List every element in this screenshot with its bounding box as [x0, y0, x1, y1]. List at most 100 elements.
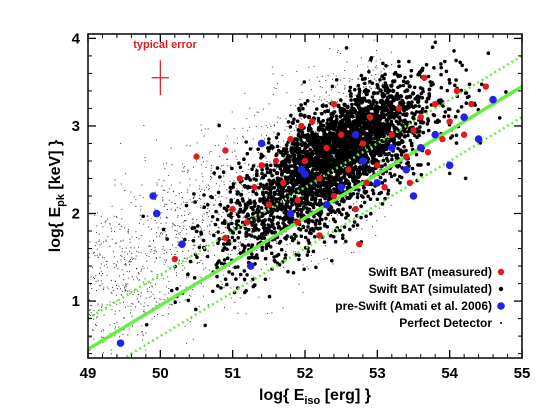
perfect-detector-point — [269, 161, 271, 163]
perfect-detector-point — [229, 265, 230, 267]
perfect-detector-point — [286, 92, 288, 94]
perfect-detector-point — [204, 189, 205, 191]
perfect-detector-point — [176, 250, 178, 252]
perfect-detector-point — [183, 225, 185, 227]
perfect-detector-point — [174, 203, 176, 205]
perfect-detector-point — [119, 288, 121, 290]
perfect-detector-point — [287, 175, 289, 177]
perfect-detector-point — [165, 222, 167, 224]
swift-simulated-point — [205, 254, 210, 259]
perfect-detector-point — [192, 222, 194, 224]
perfect-detector-point — [211, 177, 213, 179]
swift-simulated-point — [215, 274, 219, 279]
swift-measured-point — [243, 219, 251, 226]
perfect-detector-point — [343, 92, 345, 94]
perfect-detector-point — [383, 67, 385, 69]
perfect-detector-point — [128, 328, 130, 330]
perfect-detector-point — [311, 254, 312, 256]
swift-simulated-point — [309, 202, 313, 206]
perfect-detector-point — [187, 189, 189, 191]
perfect-detector-point — [125, 306, 126, 308]
swift-simulated-point — [326, 212, 330, 217]
swift-simulated-point — [256, 204, 261, 209]
swift-simulated-point — [306, 126, 312, 131]
swift-simulated-point — [212, 233, 216, 238]
perfect-detector-point — [290, 104, 292, 106]
perfect-detector-point — [354, 94, 356, 96]
perfect-detector-point — [131, 236, 133, 238]
swift-simulated-point — [271, 208, 276, 213]
perfect-detector-point — [175, 236, 177, 238]
perfect-detector-point — [162, 248, 164, 250]
swift-simulated-point — [464, 101, 469, 105]
swift-simulated-point — [383, 178, 387, 183]
swift-simulated-point — [393, 70, 398, 75]
perfect-detector-point — [383, 156, 385, 158]
perfect-detector-point — [127, 305, 129, 307]
swift-simulated-point — [361, 147, 366, 152]
swift-simulated-point — [347, 109, 353, 115]
swift-simulated-point — [270, 173, 274, 178]
swift-simulated-point — [342, 225, 347, 229]
swift-simulated-point — [264, 163, 269, 167]
perfect-detector-point — [119, 275, 121, 277]
perfect-detector-point — [109, 324, 111, 326]
perfect-detector-point — [102, 226, 104, 228]
swift-simulated-point — [303, 196, 308, 201]
perfect-detector-point — [154, 261, 156, 263]
perfect-detector-point — [235, 155, 237, 157]
swift-simulated-point — [336, 208, 341, 212]
perfect-detector-point — [182, 269, 184, 271]
perfect-detector-point — [194, 196, 196, 198]
swift-simulated-point — [297, 253, 301, 257]
perfect-detector-point — [155, 258, 157, 259]
perfect-detector-point — [167, 297, 169, 299]
perfect-detector-point — [181, 170, 183, 172]
swift-simulated-point — [377, 129, 383, 134]
perfect-detector-point — [362, 96, 363, 98]
perfect-detector-point — [218, 227, 220, 229]
perfect-detector-point — [325, 92, 327, 94]
perfect-detector-point — [242, 187, 244, 189]
swift-measured-point — [439, 135, 446, 143]
perfect-detector-point — [99, 244, 101, 246]
perfect-detector-point — [274, 174, 276, 176]
perfect-detector-point — [362, 106, 364, 108]
swift-simulated-point — [370, 95, 375, 99]
swift-simulated-point — [362, 151, 368, 156]
perfect-detector-point — [363, 86, 365, 88]
swift-simulated-point — [325, 225, 330, 229]
perfect-detector-point — [142, 339, 143, 341]
perfect-detector-point — [240, 184, 242, 185]
perfect-detector-point — [125, 263, 126, 265]
swift-simulated-point — [382, 76, 386, 81]
perfect-detector-point — [128, 261, 130, 263]
swift-simulated-point — [347, 144, 352, 150]
swift-simulated-point — [375, 197, 380, 202]
perfect-detector-point — [89, 241, 91, 243]
swift-measured-point — [366, 113, 374, 121]
perfect-detector-point — [187, 201, 189, 203]
swift-simulated-point — [426, 162, 431, 166]
perfect-detector-point — [179, 301, 181, 303]
swift-simulated-point — [216, 190, 221, 195]
swift-simulated-point — [330, 84, 335, 89]
swift-simulated-point — [391, 79, 396, 84]
perfect-detector-point — [169, 249, 171, 251]
perfect-detector-point — [227, 158, 229, 160]
perfect-detector-point — [129, 293, 131, 295]
perfect-detector-point — [344, 88, 346, 90]
perfect-detector-point — [184, 267, 186, 269]
swift-simulated-point — [268, 185, 273, 191]
perfect-detector-point — [150, 251, 152, 253]
swift-simulated-point — [238, 203, 242, 207]
perfect-detector-point — [163, 180, 165, 182]
swift-simulated-point — [284, 143, 289, 147]
swift-simulated-point — [244, 289, 248, 293]
perfect-detector-point — [311, 260, 312, 262]
swift-measured-point — [272, 157, 280, 165]
perfect-detector-point — [142, 333, 144, 335]
perfect-detector-point — [345, 95, 347, 97]
swift-simulated-point — [288, 125, 293, 129]
swift-simulated-point — [292, 117, 296, 121]
